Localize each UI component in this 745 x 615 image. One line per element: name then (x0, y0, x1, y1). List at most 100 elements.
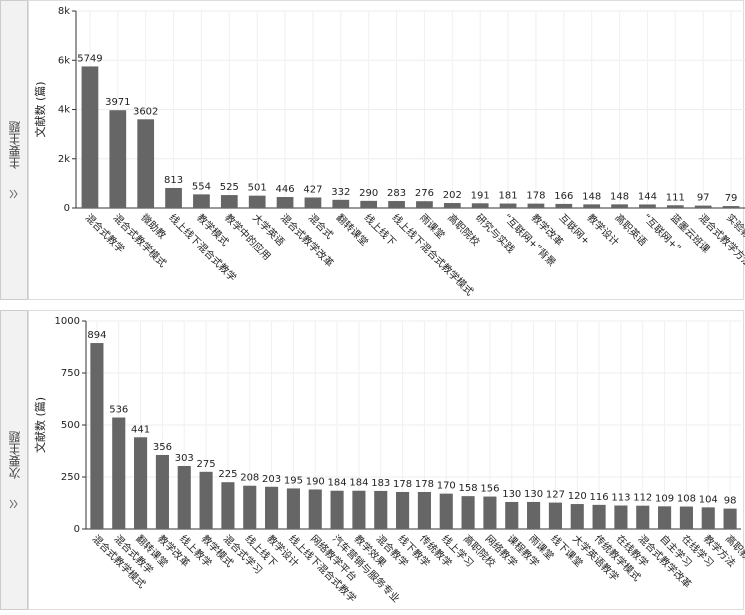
bar (265, 486, 279, 529)
value-label: 148 (582, 191, 601, 202)
value-label: 427 (303, 184, 322, 195)
value-label: 178 (415, 479, 434, 490)
bar (666, 205, 684, 208)
value-label: 202 (443, 190, 462, 201)
bar (112, 417, 126, 529)
bar (483, 496, 497, 529)
y-tick-label: 500 (61, 420, 80, 431)
bar (679, 506, 693, 529)
value-label: 104 (699, 494, 718, 505)
chevron (9, 499, 18, 509)
bar (221, 482, 235, 529)
y-axis-label: 文献数 (篇) (33, 81, 47, 137)
value-label: 813 (164, 175, 183, 186)
bar (388, 201, 405, 208)
bar (193, 194, 210, 208)
value-label: 208 (240, 473, 259, 484)
y-tick-label: 2k (58, 154, 70, 165)
bar (276, 197, 294, 208)
value-label: 525 (220, 182, 239, 193)
value-label: 127 (546, 490, 565, 501)
y-tick-label: 0 (64, 203, 70, 214)
value-label: 356 (153, 442, 172, 453)
value-label: 97 (697, 193, 710, 204)
value-label: 178 (526, 191, 545, 202)
value-label: 184 (328, 478, 347, 489)
bar (243, 485, 257, 529)
value-label: 158 (459, 483, 478, 494)
tab[interactable]: 次要主题 (0, 310, 28, 610)
bar (286, 488, 300, 529)
y-tick-label: 1000 (55, 316, 80, 327)
bar (165, 187, 182, 208)
bar (439, 493, 453, 529)
y-axis-label: 文献数 (篇) (33, 397, 47, 453)
tab-label: 主要主题 (8, 121, 22, 169)
bar (636, 505, 650, 529)
bar (505, 501, 519, 529)
y-tick-label: 8k (58, 6, 70, 17)
tab-label: 次要主题 (8, 431, 22, 479)
tab[interactable]: 主要主题 (0, 0, 28, 300)
value-label: 98 (724, 496, 737, 507)
bar (220, 195, 238, 208)
value-label: 191 (471, 190, 490, 201)
bar (639, 204, 656, 208)
bar (81, 66, 99, 208)
bar (527, 501, 541, 529)
bar (611, 204, 628, 208)
value-label: 113 (611, 492, 630, 503)
bar (527, 203, 545, 208)
chevron (9, 189, 18, 199)
chart: 文献数 (篇)02k4k6k8k5749混合式教学3971混合式教学模式3602… (33, 6, 745, 298)
value-label: 166 (554, 191, 573, 202)
bar (548, 502, 562, 529)
value-label: 170 (437, 481, 456, 492)
value-label: 554 (192, 181, 211, 192)
y-tick-label: 0 (74, 524, 80, 535)
value-label: 303 (175, 453, 194, 464)
value-label: 276 (415, 188, 434, 199)
value-label: 275 (197, 459, 216, 470)
value-label: 441 (131, 424, 150, 435)
y-tick-label: 6k (58, 55, 70, 66)
bar (461, 496, 475, 529)
value-label: 190 (306, 476, 325, 487)
value-label: 203 (262, 474, 281, 485)
bar (417, 491, 431, 529)
bar (360, 200, 378, 208)
value-label: 112 (633, 493, 652, 504)
y-tick-label: 4k (58, 105, 70, 116)
value-label: 130 (524, 489, 543, 500)
bar (332, 199, 350, 208)
chart: 文献数 (篇)02505007501000894混合式教学模式536混合式教学4… (33, 316, 745, 605)
value-label: 130 (502, 489, 521, 500)
bar (592, 504, 606, 529)
bar (396, 491, 410, 529)
value-label: 3602 (133, 106, 158, 117)
value-label: 178 (393, 479, 412, 490)
y-tick-label: 250 (61, 472, 80, 483)
value-label: 116 (590, 492, 609, 503)
bar (499, 203, 517, 208)
panel: 主要主题 文献数 (篇) 0 2k 4k 6k 8k 5749 混合式教学 3971 混合式教学模… (0, 0, 745, 300)
bar (330, 490, 344, 529)
bar (374, 490, 388, 529)
value-label: 144 (638, 191, 657, 202)
bar (177, 465, 191, 529)
value-label: 111 (666, 192, 685, 203)
bar (248, 195, 266, 208)
bar (471, 203, 489, 208)
value-label: 3971 (105, 97, 130, 108)
x-tick-label: 教学中的应用 (222, 211, 274, 263)
bar (304, 197, 322, 208)
bar (555, 203, 573, 208)
value-label: 225 (218, 469, 237, 480)
bar (658, 506, 672, 529)
bar (583, 204, 601, 208)
bar (416, 201, 433, 208)
value-label: 195 (284, 475, 303, 486)
value-label: 148 (610, 191, 629, 202)
bar (352, 490, 366, 529)
